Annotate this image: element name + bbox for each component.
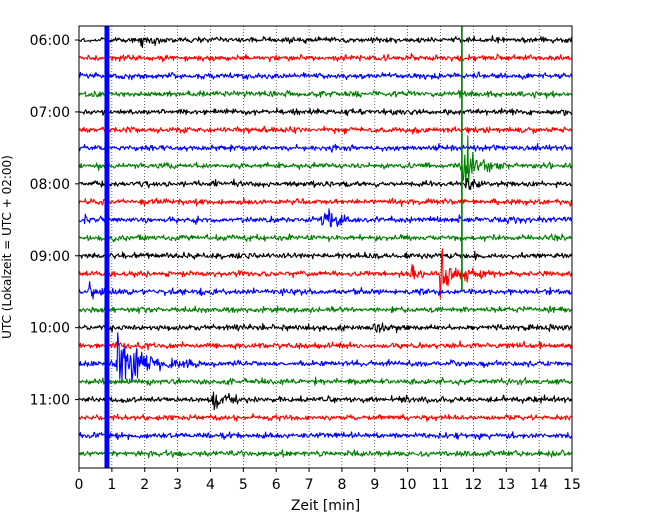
seismic-traces — [78, 35, 573, 459]
trace-1045 — [78, 376, 573, 386]
y-tick-label-0600: 06:00 — [30, 33, 70, 49]
x-tick-label-0: 0 — [75, 477, 84, 493]
x-tick-label-10: 10 — [399, 477, 417, 493]
x-tick-label-12: 12 — [464, 477, 482, 493]
x-tick-label-8: 8 — [337, 477, 346, 493]
trace-0900 — [78, 250, 573, 261]
trace-0930 — [78, 280, 573, 300]
y-axis-ticks: 06:00 07:00 08:00 09:00 10:00 11:00 — [30, 33, 79, 409]
trace-1115 — [78, 413, 573, 422]
x-tick-label-15: 15 — [563, 477, 581, 493]
spike-markers — [104, 26, 463, 468]
x-tick-label-3: 3 — [173, 477, 182, 493]
x-tick-label-13: 13 — [497, 477, 515, 493]
trace-0645 — [78, 89, 573, 99]
y-axis-label: UTC (Lokalzeit = UTC + 02:00) — [0, 155, 14, 339]
trace-1130 — [78, 431, 573, 441]
trace-0730 — [78, 142, 573, 153]
trace-0630 — [78, 71, 573, 81]
spike-0 — [104, 26, 110, 468]
trace-0800 — [78, 177, 573, 191]
trace-1145 — [78, 449, 573, 459]
x-tick-label-7: 7 — [305, 477, 314, 493]
x-tick-label-1: 1 — [107, 477, 116, 493]
trace-0945 — [78, 305, 573, 314]
y-tick-label-1100: 11:00 — [30, 393, 70, 409]
trace-0615 — [78, 52, 573, 63]
trace-1015 — [78, 340, 573, 351]
x-axis-label: Zeit [min] — [291, 498, 360, 514]
trace-0915 — [78, 248, 573, 299]
trace-0700 — [78, 107, 573, 117]
x-tick-label-11: 11 — [432, 477, 450, 493]
trace-1000 — [78, 322, 573, 334]
plot-frame — [78, 25, 573, 469]
x-tick-label-9: 9 — [370, 477, 379, 493]
y-tick-label-0800: 08:00 — [30, 177, 70, 193]
y-tick-label-0700: 07:00 — [30, 105, 70, 121]
y-tick-label-0900: 09:00 — [30, 249, 70, 265]
trace-0830 — [78, 208, 573, 228]
vertical-gridlines — [78, 26, 573, 468]
trace-1100 — [78, 391, 573, 411]
trace-0815 — [78, 197, 573, 207]
x-axis-ticks: 0 1 2 3 4 5 6 7 8 9 10 11 12 13 14 15 — [75, 468, 581, 493]
x-tick-label-14: 14 — [530, 477, 548, 493]
x-tick-label-6: 6 — [272, 477, 281, 493]
trace-0715 — [78, 125, 573, 135]
trace-0600 — [78, 35, 573, 49]
spike-1 — [461, 26, 463, 292]
trace-0745 — [78, 135, 572, 189]
trace-1030 — [78, 332, 573, 383]
trace-0845 — [78, 233, 573, 243]
x-tick-label-4: 4 — [206, 477, 215, 493]
x-tick-label-5: 5 — [239, 477, 248, 493]
y-tick-label-1000: 10:00 — [30, 321, 70, 337]
x-tick-label-2: 2 — [140, 477, 149, 493]
